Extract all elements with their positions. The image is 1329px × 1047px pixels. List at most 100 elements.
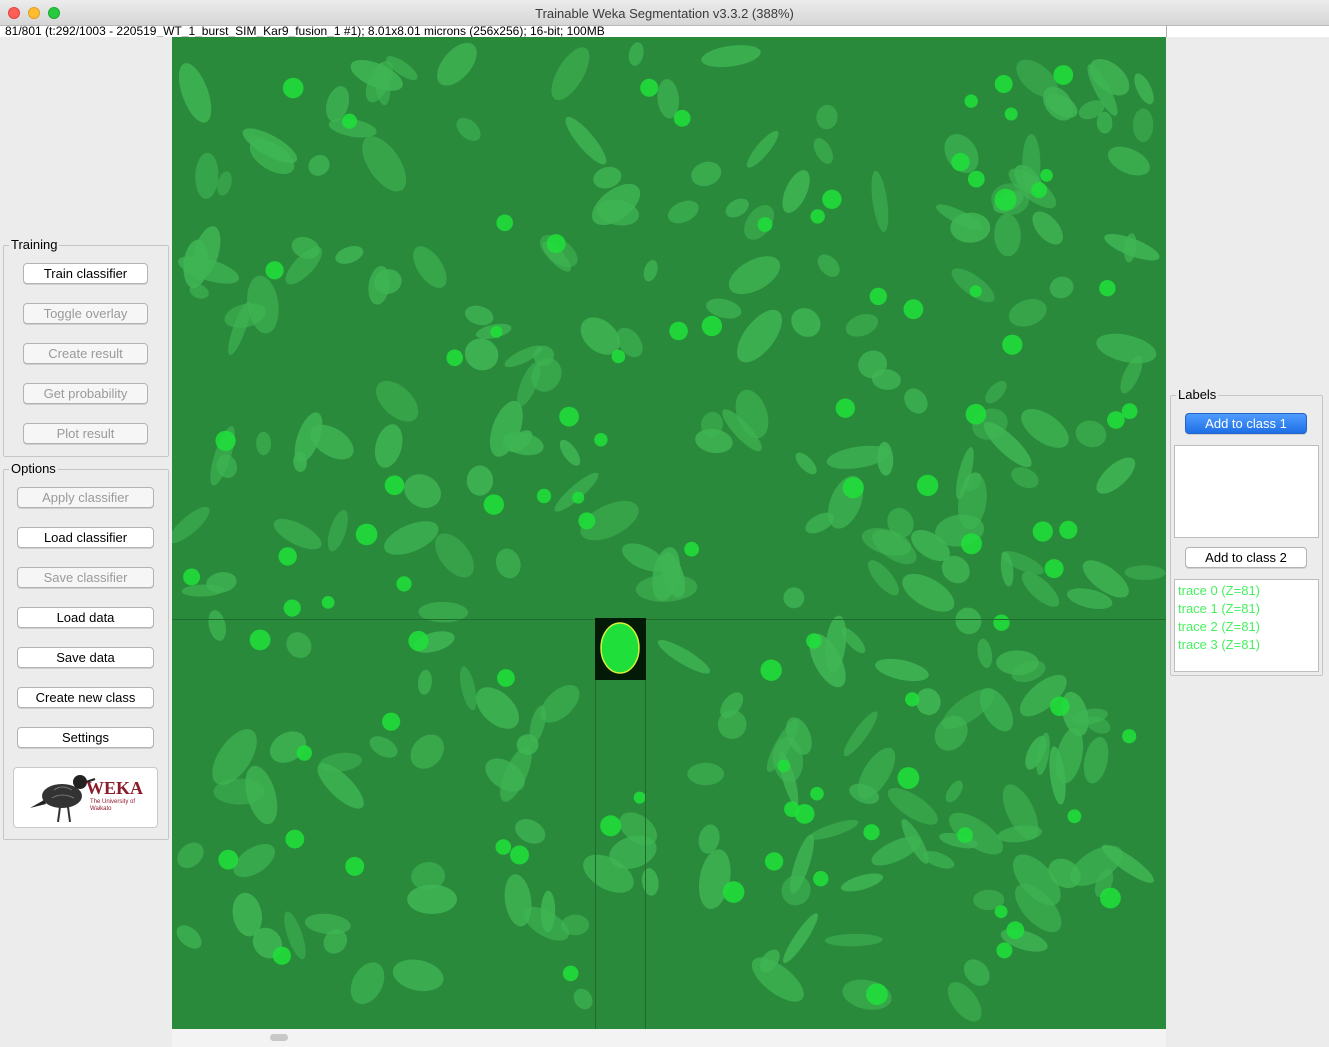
- add-to-class-2-button[interactable]: Add to class 2: [1185, 547, 1307, 568]
- fluorescent-spot: [283, 78, 304, 99]
- horizontal-scrollbar[interactable]: [172, 1029, 1166, 1047]
- toggle-overlay-button[interactable]: Toggle overlay: [23, 303, 148, 324]
- fluorescent-spot: [284, 600, 301, 617]
- class-1-trace-list[interactable]: [1174, 445, 1319, 538]
- add-to-class-1-button[interactable]: Add to class 1: [1185, 413, 1307, 434]
- cell-blob: [354, 129, 415, 199]
- cell-blob: [873, 655, 930, 686]
- cell-blob: [172, 502, 214, 549]
- cell-blob: [256, 432, 271, 456]
- save-data-button[interactable]: Save data: [17, 647, 154, 668]
- cell-blob: [304, 912, 352, 937]
- fluorescent-spot: [957, 827, 973, 843]
- class-2-trace-list[interactable]: trace 0 (Z=81) trace 1 (Z=81) trace 2 (Z…: [1174, 579, 1319, 672]
- fluorescent-spot: [396, 576, 411, 591]
- labels-panel-title: Labels: [1176, 387, 1218, 402]
- trace-list-item[interactable]: trace 2 (Z=81): [1178, 619, 1260, 634]
- fluorescent-spot: [218, 850, 238, 870]
- get-probability-button[interactable]: Get probability: [23, 383, 148, 404]
- status-spacer: [1166, 26, 1329, 37]
- fluorescent-spot: [765, 852, 783, 870]
- save-classifier-button[interactable]: Save classifier: [17, 567, 154, 588]
- fluorescent-spot: [758, 217, 773, 232]
- cell-blob: [398, 468, 447, 515]
- fluorescent-spot: [1100, 888, 1121, 909]
- apply-classifier-button[interactable]: Apply classifier: [17, 487, 154, 508]
- scroll-thumb[interactable]: [270, 1034, 288, 1041]
- cell-blob: [947, 262, 1000, 308]
- cell-blob: [417, 669, 433, 695]
- fluorescent-spot: [183, 569, 200, 586]
- fluorescent-spot: [446, 350, 463, 367]
- fluorescent-spot: [385, 476, 405, 496]
- weka-logo[interactable]: WEKA The University of Waikato: [13, 767, 158, 828]
- image-canvas[interactable]: [172, 37, 1166, 1029]
- cell-blob: [194, 152, 219, 199]
- fluorescent-spot: [811, 209, 825, 223]
- cell-blob: [780, 584, 808, 612]
- load-classifier-button[interactable]: Load classifier: [17, 527, 154, 548]
- cell-blob: [324, 508, 352, 554]
- cell-blob: [1005, 294, 1050, 331]
- fluorescent-spot: [1005, 108, 1018, 121]
- fluorescent-spot: [250, 630, 271, 651]
- trace-list-item[interactable]: trace 3 (Z=81): [1178, 637, 1260, 652]
- weka-logo-text: WEKA: [86, 778, 143, 799]
- image-info-status: 81/801 (t:292/1003 - 220519_WT_1_burst_S…: [0, 26, 1166, 37]
- cell-blob: [825, 933, 883, 946]
- fluorescent-spot: [961, 533, 982, 554]
- cell-blob: [544, 42, 597, 106]
- cell-blob: [688, 158, 725, 190]
- cell-blob: [181, 584, 224, 597]
- fluorescent-spot: [559, 407, 579, 427]
- trace-list-item[interactable]: trace 0 (Z=81): [1178, 583, 1260, 598]
- train-classifier-button[interactable]: Train classifier: [23, 263, 148, 284]
- fluorescent-spot: [266, 261, 284, 279]
- fluorescent-spot: [795, 804, 815, 824]
- settings-button[interactable]: Settings: [17, 727, 154, 748]
- training-panel-title: Training: [9, 237, 59, 252]
- crosshair-vertical-left: [595, 619, 596, 1029]
- fluorescent-spot: [836, 399, 855, 418]
- fluorescent-spot: [1050, 697, 1070, 717]
- load-data-button[interactable]: Load data: [17, 607, 154, 628]
- cell-blob: [810, 135, 837, 167]
- cell-blob: [370, 421, 407, 471]
- fluorescent-spot: [917, 475, 938, 496]
- cell-blob: [556, 437, 584, 469]
- fluorescent-spot: [723, 881, 745, 903]
- cell-blob: [407, 885, 457, 914]
- cell-blob: [1093, 329, 1159, 369]
- fluorescent-spot: [702, 316, 722, 336]
- cell-blob: [1047, 273, 1077, 301]
- trace-list-item[interactable]: trace 1 (Z=81): [1178, 601, 1260, 616]
- cell-blob: [1091, 451, 1141, 499]
- cell-blob: [641, 258, 660, 283]
- cell-blob: [404, 728, 451, 776]
- fluorescent-spot: [1006, 921, 1024, 939]
- cell-blob: [281, 627, 316, 663]
- cell-blob: [942, 778, 966, 806]
- fluorescent-spot: [1031, 182, 1047, 198]
- fluorescent-spot: [684, 542, 699, 557]
- plot-result-button[interactable]: Plot result: [23, 423, 148, 444]
- cell-blob: [379, 514, 443, 561]
- cell-blob: [468, 679, 526, 736]
- fluorescent-spot: [905, 692, 919, 706]
- fluorescent-spot: [382, 713, 400, 731]
- cell-blob: [1124, 565, 1165, 580]
- fluorescent-spot: [970, 285, 982, 297]
- fluorescent-spot: [510, 846, 529, 865]
- crosshair-horizontal: [172, 619, 1166, 620]
- fluorescent-spot: [537, 489, 551, 503]
- cell-blob: [722, 195, 752, 222]
- create-result-button[interactable]: Create result: [23, 343, 148, 364]
- cell-blob: [333, 243, 366, 268]
- roi-selection[interactable]: [595, 618, 646, 680]
- cell-blob: [839, 870, 885, 895]
- cell-blob: [815, 104, 839, 131]
- cell-blob: [560, 112, 612, 169]
- cell-blob: [993, 213, 1021, 257]
- fluorescent-spot: [322, 596, 335, 609]
- create-new-class-button[interactable]: Create new class: [17, 687, 154, 708]
